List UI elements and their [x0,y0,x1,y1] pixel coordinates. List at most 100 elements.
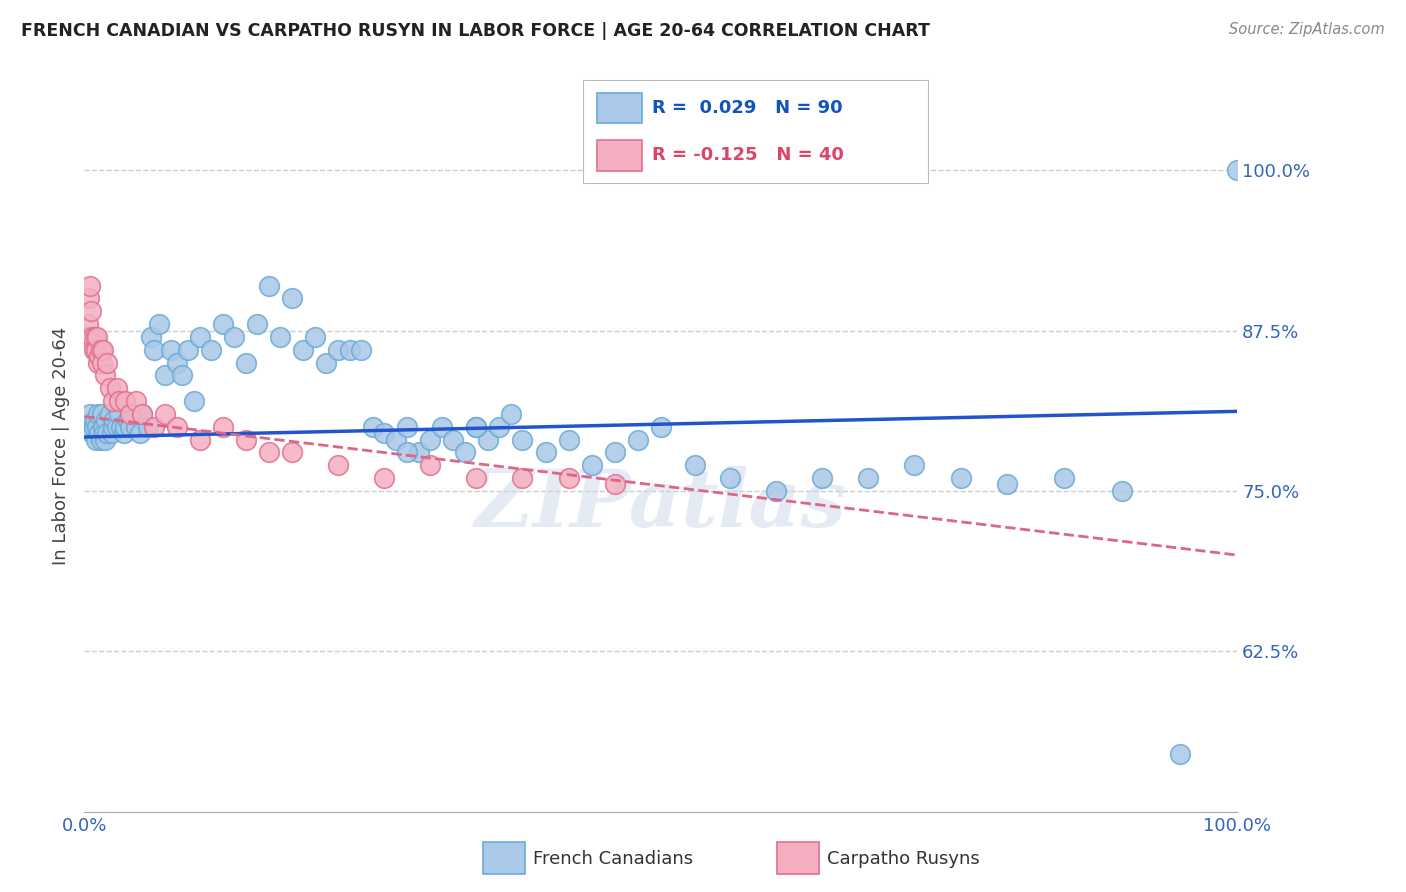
Point [465,419,488,434]
Point [292,343,315,357]
Point [441,433,464,447]
Point [177,343,200,357]
Point [76,419,98,434]
Point [87,407,110,421]
Point [350,343,373,357]
Bar [598,93,643,123]
Point [93,426,115,441]
Point [89,343,111,357]
Point [108,394,131,409]
Text: R = -0.125   N = 40: R = -0.125 N = 40 [652,146,844,164]
Point [557,471,579,485]
Point [361,419,384,434]
Point [235,433,257,447]
Point [512,433,534,447]
Point [685,458,707,473]
Point [534,445,557,459]
Point [373,471,395,485]
Point [101,426,124,441]
Point [86,330,108,344]
Point [995,477,1018,491]
Y-axis label: In Labor Force | Age 20-64: In Labor Force | Age 20-64 [52,326,70,566]
Point [96,355,118,369]
Point [235,355,257,369]
Point [188,433,211,447]
Point [77,292,100,306]
Point [257,278,280,293]
Point [224,330,246,344]
Point [512,471,534,485]
Point [153,368,176,383]
Text: Carpatho Rusyns: Carpatho Rusyns [827,849,980,868]
Point [949,471,972,485]
Point [142,419,165,434]
Point [1226,163,1249,178]
Point [811,471,834,485]
Point [858,471,880,485]
Point [603,477,626,491]
Point [83,330,105,344]
Point [1053,471,1076,485]
Point [408,445,430,459]
Point [257,445,280,459]
Point [83,413,105,427]
Point [1168,747,1191,761]
Point [103,394,124,409]
Point [188,330,211,344]
Point [211,419,233,434]
Point [488,419,510,434]
Point [110,419,132,434]
Point [903,458,925,473]
Point [499,407,522,421]
Point [718,471,741,485]
Point [89,426,111,441]
Point [114,394,136,409]
Point [148,317,170,331]
Point [86,419,108,434]
Point [477,433,499,447]
Point [96,413,118,427]
Point [339,343,361,357]
Point [128,426,150,441]
Point [326,458,349,473]
Point [120,419,142,434]
Point [627,433,650,447]
Point [98,407,121,421]
Point [153,407,176,421]
Point [269,330,291,344]
Point [581,458,603,473]
Text: French Canadians: French Canadians [533,849,693,868]
Text: Source: ZipAtlas.com: Source: ZipAtlas.com [1229,22,1385,37]
Point [125,419,148,434]
Point [96,426,118,441]
Point [105,381,128,395]
Point [89,349,111,363]
Point [121,407,143,421]
Point [200,343,222,357]
Point [765,483,787,498]
Point [112,426,135,441]
Point [83,343,105,357]
Point [136,419,159,434]
Point [84,433,107,447]
Point [105,419,128,434]
Point [373,426,395,441]
Point [76,317,98,331]
Bar [778,842,820,874]
Point [89,433,111,447]
Point [557,433,579,447]
Point [120,407,142,421]
Point [117,413,139,427]
Point [131,407,153,421]
Point [384,433,406,447]
Point [281,292,304,306]
Point [650,419,672,434]
Point [76,330,98,344]
Point [430,419,453,434]
Point [160,343,183,357]
Bar [484,842,526,874]
Point [103,413,125,427]
Text: FRENCH CANADIAN VS CARPATHO RUSYN IN LABOR FORCE | AGE 20-64 CORRELATION CHART: FRENCH CANADIAN VS CARPATHO RUSYN IN LAB… [21,22,929,40]
Point [183,394,205,409]
Point [281,445,304,459]
